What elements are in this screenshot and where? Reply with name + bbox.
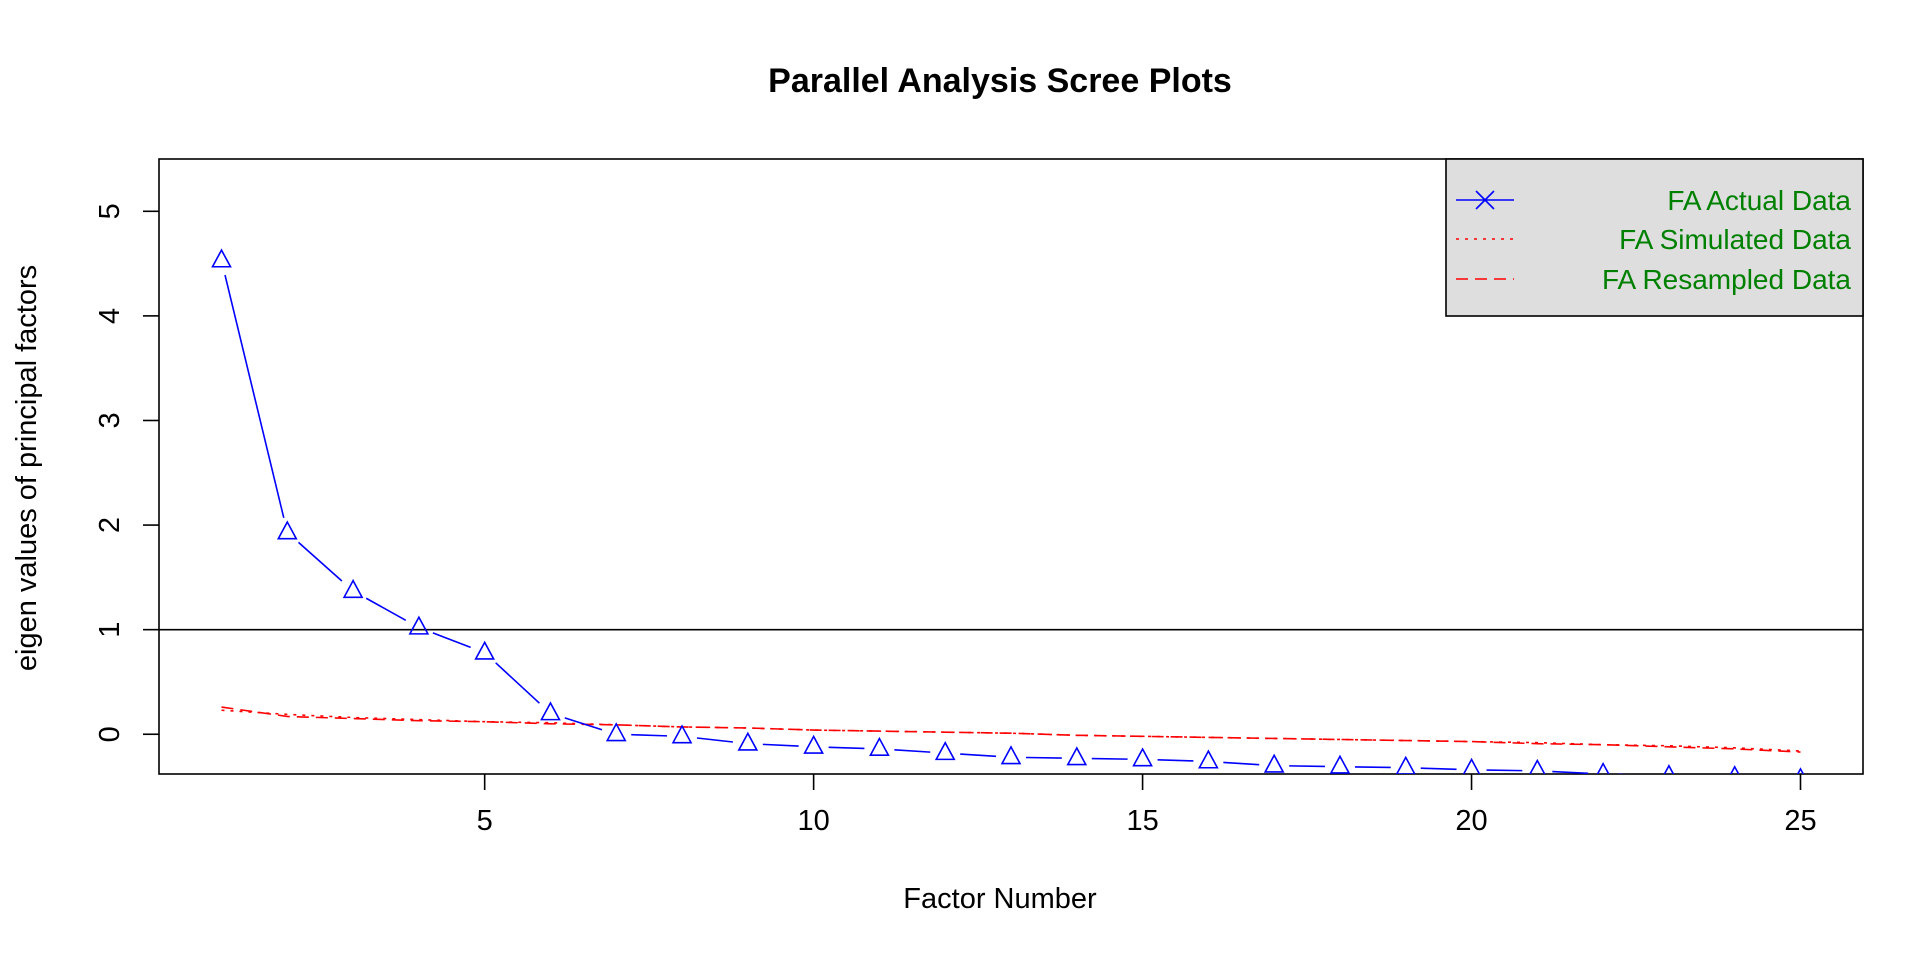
y-tick-label: 4: [94, 308, 126, 324]
series-line-fa-actual-data-segment: [1091, 757, 1128, 760]
series-line-fa-actual-data-segment: [1025, 756, 1062, 759]
plot-area: 5 10 15 20 25 0 1 2 3 4 5 FA Actual Data FA Simulate…: [94, 158, 1864, 837]
triangle-marker: [1729, 765, 1740, 774]
triangle-marker: [1529, 758, 1546, 774]
series-line-fa-actual-data-segment: [1486, 769, 1523, 772]
series-line-fa-actual-data-segment: [297, 541, 343, 582]
series-line-fa-actual-data-segment: [960, 753, 997, 758]
series-line-fa-actual-data-segment: [1552, 770, 1589, 774]
x-tick-label: 15: [1126, 805, 1158, 837]
triangle-marker: [1132, 747, 1153, 767]
series-line-fa-actual-data-segment: [365, 597, 407, 621]
series-line-fa-actual-data-segment: [1420, 767, 1457, 771]
y-axis-label: eigen values of principal factors: [11, 265, 43, 671]
triangle-marker: [737, 731, 759, 751]
triangle-marker: [1198, 749, 1219, 769]
triangle-marker: [671, 724, 693, 744]
data-layer: [159, 248, 1863, 779]
series-line-fa-actual-data-segment: [224, 274, 285, 519]
series-line-fa-actual-data-segment: [1157, 759, 1194, 762]
triangle-marker: [869, 736, 890, 756]
series-line-fa-actual-data-segment: [631, 733, 668, 737]
triangle-marker: [1596, 761, 1610, 774]
triangle-marker: [1066, 746, 1088, 766]
triangle-marker: [1329, 754, 1351, 774]
legend-box: [1445, 158, 1864, 317]
triangle-marker: [803, 734, 824, 754]
triangle-marker: [1395, 755, 1416, 774]
y-tick-label: 1: [94, 622, 126, 638]
x-tick-label: 10: [797, 805, 829, 837]
x-tick-label: 5: [477, 805, 493, 837]
triangle-marker: [540, 701, 561, 721]
series-line-fa-actual-data-segment: [495, 662, 540, 704]
series-line-fa-actual-data-segment: [1354, 766, 1391, 769]
series-line-fa-actual-data-segment: [564, 717, 603, 731]
triangle-marker: [1263, 753, 1285, 773]
series-line-fa-actual-data-segment: [828, 746, 865, 750]
series-line-fa-simulated-data: [221, 709, 1801, 752]
y-tick-label: 3: [94, 412, 126, 428]
triangle-marker: [934, 741, 956, 761]
x-axis-label: Factor Number: [903, 883, 1097, 915]
series-line-fa-actual-data-segment: [1750, 778, 1786, 779]
chart-title: Parallel Analysis Scree Plots: [768, 62, 1232, 100]
series-line-fa-actual-data-segment: [432, 632, 471, 649]
y-tick-label: 2: [94, 517, 126, 533]
series-line-fa-actual-data-segment: [894, 749, 931, 753]
legend-label: FA Resampled Data: [1602, 264, 1851, 295]
x-tick-label: 25: [1784, 805, 1816, 837]
legend: FA Actual Data FA Simulated Data FA Resamp…: [1445, 158, 1864, 317]
series-line-fa-actual-data-segment: [1223, 761, 1260, 766]
x-tick-label: 20: [1455, 805, 1487, 837]
series-line-fa-resampled-data: [221, 706, 1801, 753]
triangle-marker: [342, 578, 364, 599]
triangle-marker: [408, 615, 430, 635]
triangle-marker: [1000, 745, 1022, 765]
triangle-marker: [1462, 757, 1481, 774]
triangle-marker: [211, 248, 232, 268]
series-line-fa-actual-data-segment: [696, 737, 734, 743]
plot-frame: [158, 158, 1864, 775]
legend-label: FA Actual Data: [1667, 185, 1851, 216]
series-line-fa-actual-data-segment: [762, 743, 799, 747]
y-tick-label: 5: [94, 203, 126, 219]
triangle-marker: [605, 722, 627, 742]
y-tick-label: 0: [94, 726, 126, 742]
legend-label: FA Simulated Data: [1619, 224, 1851, 255]
triangle-marker: [276, 520, 298, 540]
series-line-fa-actual-data-segment: [1289, 765, 1325, 768]
series-line-fa-actual-data-segment: [1684, 776, 1720, 777]
legend-swatch-marker: [1475, 190, 1495, 210]
triangle-marker: [474, 640, 496, 660]
